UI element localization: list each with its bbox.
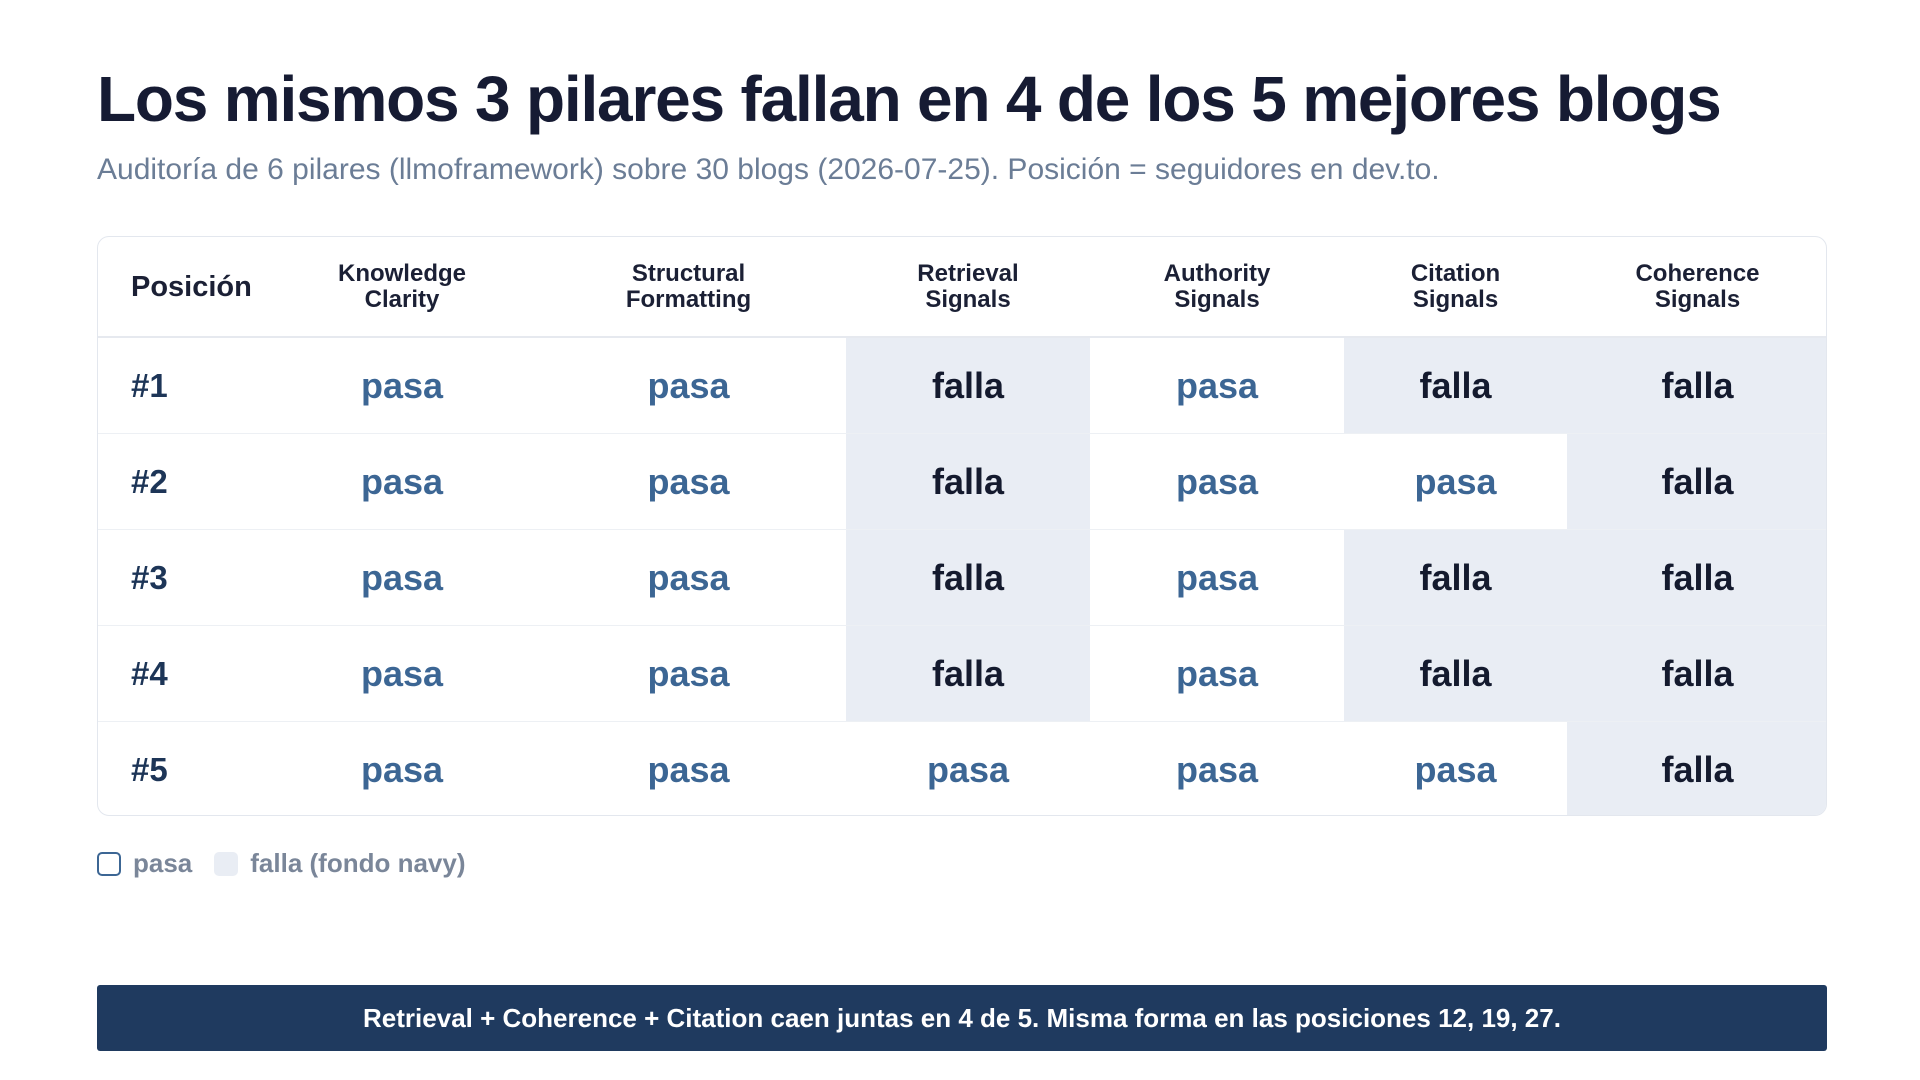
column-header-knowledge-clarity: Knowledge Clarity (273, 237, 531, 338)
table-row: #5 pasa pasa pasa pasa pasa falla (98, 721, 1826, 815)
column-header-line: Knowledge (337, 259, 466, 287)
legend-fail-swatch (214, 851, 239, 876)
table-row: #2 pasa pasa falla pasa pasa falla (98, 433, 1826, 530)
status-cell: pasa (531, 721, 846, 815)
column-header-coherence-signals: Coherence Signals (1567, 237, 1826, 338)
status-cell: pasa (531, 433, 846, 530)
status-cell: falla (1567, 625, 1826, 722)
table-row: #3 pasa pasa falla pasa falla falla (98, 529, 1826, 626)
summary-banner: Retrieval + Coherence + Citation caen ju… (97, 985, 1827, 1051)
status-cell: falla (1344, 529, 1567, 626)
status-cell: falla (846, 625, 1090, 722)
status-cell: pasa (1090, 721, 1344, 815)
legend-pass-label: pasa (133, 848, 193, 878)
table-body: #1 pasa pasa falla pasa falla falla #2 pasa pasa f… (98, 337, 1826, 815)
column-header-line: Clarity (364, 285, 440, 313)
row-position: #5 (131, 750, 168, 788)
status-cell: pasa (273, 721, 531, 815)
page-title: Los mismos 3 pilares fallan en 4 de los … (97, 63, 1722, 135)
status-cell: pasa (273, 337, 531, 434)
page-subtitle: Auditoría de 6 pilares (llmoframework) s… (97, 153, 1440, 186)
column-header-line: Signals (925, 285, 1011, 313)
column-header-position: Posición (98, 237, 273, 338)
column-header-retrieval-signals: Retrieval Signals (846, 237, 1090, 338)
status-cell: pasa (531, 337, 846, 434)
row-position: #1 (98, 337, 273, 434)
row-position: #4 (98, 625, 273, 722)
status-cell: pasa (1090, 433, 1344, 530)
status-cell: pasa (1344, 721, 1567, 815)
status-cell: falla (1344, 337, 1567, 434)
status-cell: falla (846, 529, 1090, 626)
status-cell: pasa (531, 625, 846, 722)
status-cell: pasa (1090, 625, 1344, 722)
status-cell: pasa (531, 529, 846, 626)
column-header-line: Structural (631, 259, 746, 287)
row-position: #2 (98, 433, 273, 530)
column-header-line: Signals (1654, 285, 1741, 313)
legend: pasa falla (fondo navy) (97, 848, 488, 879)
status-cell: pasa (1344, 433, 1567, 530)
column-header-line: Retrieval (917, 259, 1019, 287)
status-cell: falla (846, 433, 1090, 530)
legend-pass-swatch (97, 851, 121, 876)
status-cell: pasa (846, 721, 1090, 815)
column-header-line: Formatting (625, 285, 752, 313)
status-cell: pasa (273, 625, 531, 722)
row-position: #3 (98, 529, 273, 626)
status-cell: pasa (273, 529, 531, 626)
status-cell: pasa (1090, 337, 1344, 434)
pillar-audit-table: Posición Knowledge Clarity Structural Form… (98, 237, 1826, 815)
column-header-authority-signals: Authority Signals (1090, 237, 1344, 338)
status-cell: falla (1567, 721, 1826, 815)
status-cell: pasa (1090, 529, 1344, 626)
column-header-line: Citation (1410, 259, 1501, 287)
legend-fail-label: falla (fondo navy) (250, 848, 466, 878)
status-cell: falla (1567, 337, 1826, 434)
status-cell: falla (1567, 529, 1826, 626)
pillar-audit-table-card: Posición Knowledge Clarity Structural Form… (97, 236, 1827, 816)
table-row: #4 pasa pasa falla pasa falla falla (98, 625, 1826, 722)
column-header-line: Authority (1163, 259, 1271, 287)
table-row: #1 pasa pasa falla pasa falla falla (98, 337, 1826, 434)
column-header-citation-signals: Citation Signals (1344, 237, 1567, 338)
column-header-line: Signals (1174, 285, 1260, 313)
status-cell: pasa (273, 433, 531, 530)
column-header-structural-formatting: Structural Formatting (531, 237, 846, 338)
column-header-line: Signals (1412, 285, 1499, 313)
status-cell: falla (1344, 625, 1567, 722)
status-cell: falla (1567, 433, 1826, 530)
column-header-line: Coherence (1635, 259, 1760, 287)
table-header-row: Posición Knowledge Clarity Structural Form… (98, 237, 1826, 338)
status-cell: falla (846, 337, 1090, 434)
